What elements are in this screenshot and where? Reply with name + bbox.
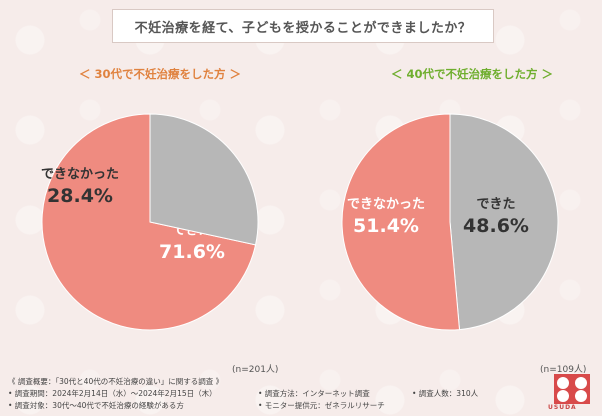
slice-label-1-0: できた — [476, 197, 515, 212]
page-title: 不妊治療を経て、子どもを授かることができましたか？ — [112, 9, 494, 43]
slice-value-0-1: 28.4% — [47, 185, 113, 207]
chart-title-40s: ＜ 40代で不妊治療をした方 ＞ — [390, 67, 553, 81]
footer-survey-title: 《 調査概要：「30代と40代の不妊治療の違い」に関する調査 》 — [8, 377, 224, 386]
sample-size-30s: (n=201人) — [232, 365, 279, 375]
usuda-logo-icon — [554, 374, 590, 404]
footer-target: • 調査対象：30代～40代で不妊治療の経験がある方 — [8, 401, 184, 410]
pie-slice-0-0 — [41, 113, 257, 331]
footer-period: • 調査期間：2024年2月14日（水）～2024年2月15日（木） — [8, 389, 217, 398]
slice-value-1-0: 48.6% — [463, 215, 529, 237]
pie-slice-1-0 — [449, 113, 559, 331]
slice-label-1-1: できなかった — [347, 197, 425, 212]
footer-count: • 調査人数：310人 — [412, 389, 479, 398]
slice-value-1-1: 51.4% — [353, 215, 419, 237]
chart-title-30s: ＜ 30代で不妊治療をした方 ＞ — [78, 67, 241, 81]
pie-slice-1-1 — [341, 113, 461, 331]
footer-provider: • モニター提供元：ゼネラルリサーチ — [258, 401, 385, 410]
footer-method: • 調査方法：インターネット調査 — [258, 389, 370, 398]
pie-slice-0-1 — [149, 113, 259, 246]
sample-size-40s: (n=109人) — [540, 365, 587, 375]
slice-value-0-0: 71.6% — [159, 241, 225, 263]
slice-label-0-1: できなかった — [41, 167, 119, 182]
logo-text: USUDA — [548, 404, 577, 411]
